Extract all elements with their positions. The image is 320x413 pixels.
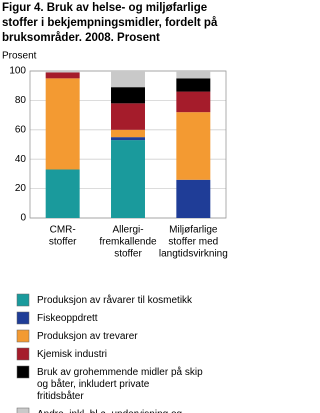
legend-swatch (16, 293, 30, 307)
y-tick-label: 20 (15, 183, 27, 194)
legend-swatch (16, 329, 30, 343)
legend-swatch (16, 365, 30, 379)
y-tick-label: 100 (9, 66, 26, 77)
legend-label: Fiskeoppdrett (37, 313, 98, 324)
legend-label: Produksjon av trevarer (37, 331, 138, 342)
bar-segment (45, 71, 80, 73)
chart-title: bruksområder. 2008. Prosent (2, 32, 160, 44)
legend-label: Andre, inkl. bl.a. undervisning ogprivat… (37, 409, 182, 413)
bar-segment (176, 91, 211, 113)
x-tick-label: stoffer (114, 249, 142, 260)
bar-segment (111, 129, 145, 138)
bar-segment (176, 78, 211, 92)
legend-swatch (16, 347, 30, 361)
y-tick-label: 80 (15, 95, 27, 106)
bar-segment (45, 72, 80, 79)
bar-segment (45, 78, 80, 170)
bar-segment (176, 179, 211, 218)
bar-segment (45, 169, 80, 218)
bar-segment (111, 140, 145, 218)
bar-segment (111, 137, 145, 141)
bar-segment (176, 112, 211, 180)
legend-swatch (16, 407, 30, 413)
chart-title: Figur 4. Bruk av helse- og miljøfarlige (2, 2, 207, 14)
y-tick-label: 60 (15, 124, 27, 135)
x-tick-label: stoffer (49, 237, 77, 248)
y-tick-label: 40 (15, 154, 27, 165)
x-tick-label: CMR- (50, 225, 76, 236)
legend-label: Produksjon av råvarer til kosmetikk (37, 294, 193, 306)
x-tick-label: langtidsvirkning (159, 249, 228, 260)
x-tick-label: stoffer med (168, 237, 218, 248)
x-tick-label: Miljøfarlige (169, 225, 218, 236)
chart-title: stoffer i bekjempningsmidler, fordelt på (2, 17, 218, 29)
legend-label: Kjemisk industri (37, 349, 107, 360)
y-axis-label: Prosent (2, 51, 37, 62)
chart: Figur 4. Bruk av helse- og miljøfarlige … (2, 2, 228, 413)
bar-segment (111, 87, 145, 104)
bar-segment (111, 71, 145, 88)
y-tick-label: 0 (20, 213, 26, 224)
legend-label: Bruk av grohemmende midler på skip og båt… (37, 366, 203, 402)
x-tick-label: Allergi- (112, 225, 143, 236)
bar-segment (176, 71, 211, 79)
x-tick-label: fremkallende (99, 237, 157, 248)
bar-segment (111, 103, 145, 130)
legend-swatch (16, 311, 30, 325)
